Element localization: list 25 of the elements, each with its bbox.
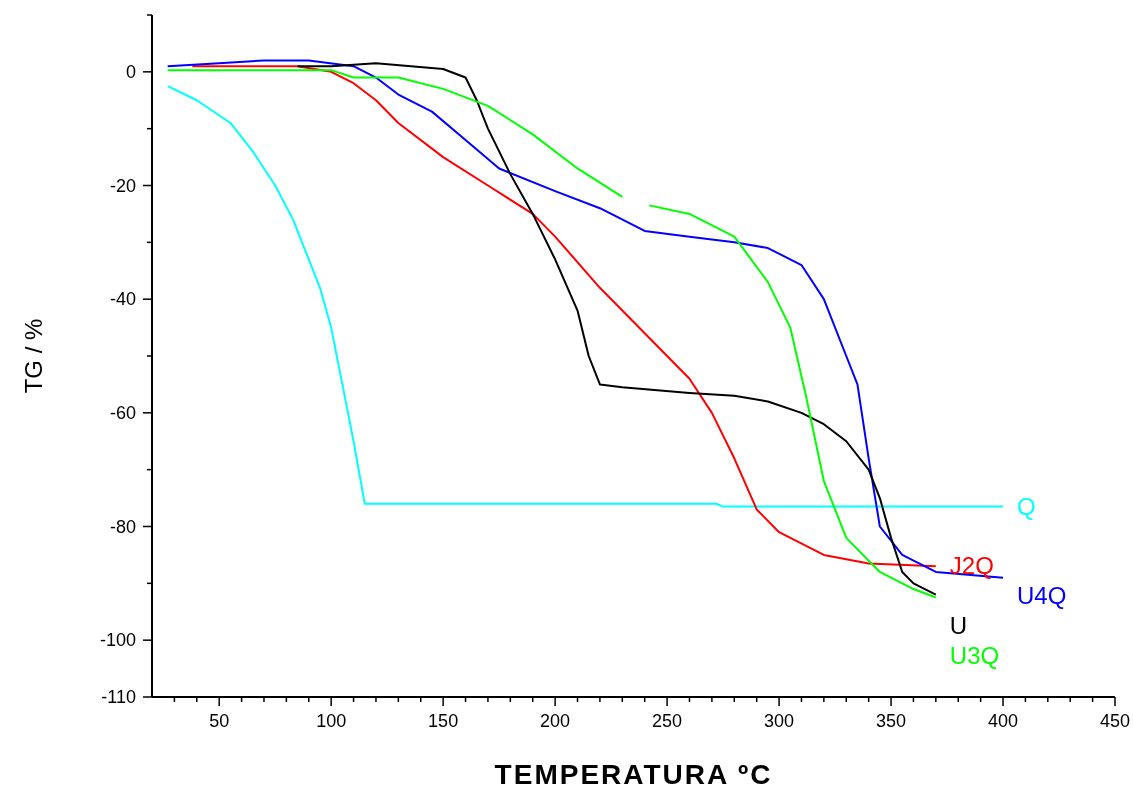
y-tick-label: -20	[109, 175, 136, 196]
x-tick-label: 50	[209, 711, 230, 731]
y-tick-label: -40	[109, 289, 136, 310]
line-series	[166, 85, 1005, 508]
x-tick-label: 100	[316, 711, 347, 731]
series-label: U4Q	[1017, 582, 1067, 610]
series-label: Q	[1017, 492, 1036, 520]
x-tick-label: 250	[652, 711, 683, 731]
x-tick-label: 400	[988, 711, 1019, 731]
x-tick-label: 300	[764, 711, 795, 731]
y-tick-label: -110	[101, 687, 136, 707]
line-series	[296, 62, 937, 596]
y-axis-title: TG / %	[20, 318, 47, 394]
x-axis-title: TEMPERATURA ºC	[494, 759, 773, 790]
x-tick-label: 350	[876, 711, 907, 731]
series-label: U	[949, 612, 968, 640]
y-tick-label: -80	[109, 516, 136, 537]
series-label: U3Q	[949, 642, 1000, 670]
x-tick-label: 200	[540, 711, 571, 731]
y-tick-label: -100	[99, 630, 136, 651]
x-tick-label: 150	[428, 711, 459, 731]
y-tick-label: 0	[125, 61, 136, 82]
x-tick-label: 450	[1099, 711, 1131, 731]
series-label: J2Q	[949, 552, 994, 580]
y-tick-label: -60	[109, 402, 136, 423]
